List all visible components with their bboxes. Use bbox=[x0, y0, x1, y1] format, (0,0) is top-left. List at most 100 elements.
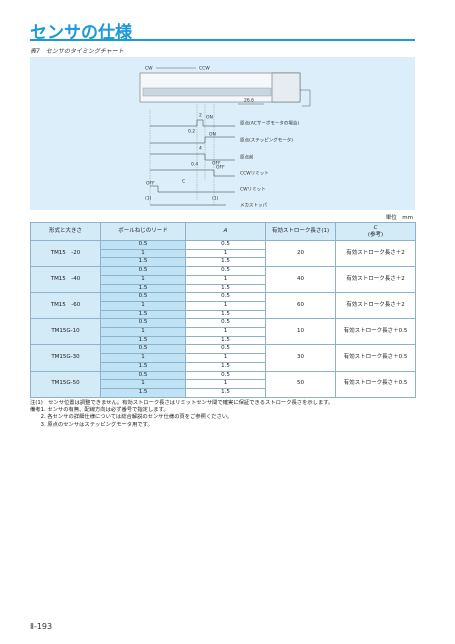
column-header: A bbox=[185, 222, 266, 241]
lead-cell: 1.5 bbox=[100, 257, 186, 268]
model-cell: TM15 -20 bbox=[30, 239, 101, 268]
unit: 単位 mm bbox=[385, 215, 413, 221]
lead-cell: 1.5 bbox=[100, 335, 186, 346]
note: 注(1) センサ位置は調整できません。有効ストローク長さはリミットセンサ間で確実… bbox=[30, 400, 334, 406]
table-row: TM15G-10 0.5 0.5 10 有効ストローク長さ＋0.5 bbox=[30, 318, 416, 346]
model-cell: TM15G-30 bbox=[30, 344, 101, 372]
lead-cell: 1 bbox=[100, 248, 186, 259]
a-cell: 1.5 bbox=[185, 335, 266, 346]
spec-table: 形式と大きさ ボールねじのリード A 有効ストローク長さ(1) C (参考) TM… bbox=[30, 222, 416, 398]
c-cell: 有効ストローク長さ＋2 bbox=[335, 292, 416, 320]
model-cell: TM15G-10 bbox=[30, 318, 101, 346]
note: 2. 各センサの詳細仕様については総合解説のセンサ仕様の頁をご参照ください。 bbox=[30, 414, 233, 421]
dimension: (1) bbox=[212, 196, 219, 202]
lead-cell: 0.5 bbox=[100, 344, 186, 355]
lead-cell: 1 bbox=[100, 300, 186, 311]
page-title: センサの仕様 bbox=[30, 23, 132, 43]
dimension: C bbox=[182, 179, 185, 185]
page-number: Ⅱ-193 bbox=[30, 622, 53, 631]
column-header: 形式と大きさ bbox=[30, 222, 101, 241]
table-row: TM15 -20 0.5 0.5 20 有効ストローク長さ＋2 bbox=[30, 239, 416, 268]
dimension: 0.4 bbox=[191, 162, 198, 168]
signal-name: メカストッパ bbox=[240, 203, 267, 209]
table-row: 1.5 1.5 bbox=[31, 387, 416, 398]
a-cell: 1 bbox=[185, 300, 266, 311]
a-cell: 1.5 bbox=[185, 387, 266, 398]
signal-state: ON bbox=[209, 132, 216, 138]
table-row: TM15 -40 0.5 0.5 40 有効ストローク長さ＋2 bbox=[30, 266, 416, 294]
notes: 注(1) センサ位置は調整できません。有効ストローク長さはリミットセンサ間で確実… bbox=[30, 400, 333, 429]
offset-label: 26.6 bbox=[244, 98, 254, 104]
a-cell: 1 bbox=[185, 327, 266, 337]
direction-cw: CW bbox=[145, 66, 153, 72]
signal-state: OFF bbox=[146, 181, 155, 187]
stroke-cell: 50 bbox=[265, 370, 336, 398]
a-cell: 0.5 bbox=[185, 240, 266, 250]
bracket bbox=[300, 89, 311, 107]
signal-state: OFF bbox=[212, 161, 221, 167]
lead-cell: 1.5 bbox=[100, 361, 186, 372]
lead-cell: 1 bbox=[100, 379, 186, 389]
lead-cell: 0.5 bbox=[100, 266, 186, 276]
a-cell: 0.5 bbox=[185, 266, 266, 276]
lead-cell: 1 bbox=[100, 353, 186, 363]
model-cell: TM15 -40 bbox=[30, 266, 101, 294]
lead-cell: 0.5 bbox=[100, 292, 186, 302]
lead-cell: 1 bbox=[100, 274, 186, 285]
column-header: 有効ストローク長さ(1) bbox=[265, 222, 336, 241]
motor bbox=[271, 72, 301, 103]
stroke-cell: 20 bbox=[265, 239, 336, 268]
model-cell: TM15G-50 bbox=[30, 370, 101, 398]
stroke-cell: 60 bbox=[265, 292, 336, 320]
direction-ccw: CCW bbox=[199, 66, 210, 72]
lead-cell: 0.5 bbox=[100, 318, 186, 329]
caption-title: センサのタイミングチャート bbox=[45, 48, 124, 55]
table-row: TM15G-30 0.5 0.5 30 有効ストローク長さ＋0.5 bbox=[30, 344, 416, 372]
signal-name: CCWリミット bbox=[240, 171, 269, 177]
rail bbox=[142, 87, 272, 97]
c-cell: 有効ストローク長さ＋0.5 bbox=[335, 370, 416, 398]
lead-cell: 1.5 bbox=[100, 309, 186, 320]
caption-number: 表7 bbox=[30, 48, 40, 55]
note: 備考1. センサの有無、配線方向は必ず番号で指定します。 bbox=[30, 407, 169, 414]
a-cell: 0.5 bbox=[185, 344, 266, 355]
a-cell: 1.5 bbox=[185, 283, 266, 294]
lead-cell: 1 bbox=[100, 327, 186, 337]
stroke-cell: 30 bbox=[265, 344, 336, 372]
a-cell: 1 bbox=[185, 274, 266, 285]
dimension: 2 bbox=[199, 113, 202, 119]
signal-name: 原点(ステッピングモータ) bbox=[240, 137, 293, 144]
a-cell: 1.5 bbox=[185, 361, 266, 372]
c-cell: 有効ストローク長さ＋0.5 bbox=[335, 344, 416, 372]
signals bbox=[150, 119, 235, 206]
lead-cell: 0.5 bbox=[100, 240, 186, 250]
a-cell: 0.5 bbox=[185, 292, 266, 302]
a-cell: 0.5 bbox=[185, 318, 266, 329]
model-cell: TM15 -60 bbox=[30, 292, 101, 320]
stroke-cell: 10 bbox=[265, 318, 336, 346]
c-cell: 有効ストローク長さ＋2 bbox=[335, 239, 416, 268]
a-cell: 1 bbox=[185, 379, 266, 389]
lead-cell: 1.5 bbox=[100, 387, 186, 398]
signal-name: 原点前 bbox=[240, 154, 254, 161]
note: 3. 原点のセンサはステッピングモータ用です。 bbox=[30, 421, 153, 428]
lead-cell: 1.5 bbox=[100, 283, 186, 294]
signal-name: 原点(ACサーボモータの場合) bbox=[240, 120, 299, 127]
column-header: ボールねじのリード bbox=[100, 222, 186, 241]
c-cell: 有効ストローク長さ＋2 bbox=[335, 266, 416, 294]
table-row: TM15 -60 0.5 0.5 60 有効ストローク長さ＋2 bbox=[30, 292, 416, 320]
dimension: 0.2 bbox=[188, 129, 195, 135]
stroke-cell: 40 bbox=[265, 266, 336, 294]
a-cell: 1.5 bbox=[185, 257, 266, 268]
column-header: C (参考) bbox=[335, 222, 416, 241]
column-note: (参考) bbox=[367, 231, 384, 238]
signal-state: ON bbox=[206, 115, 213, 121]
a-cell: 1 bbox=[185, 248, 266, 259]
table-row: TM15G-50 0.5 0.5 50 有効ストローク長さ＋0.5 bbox=[30, 370, 416, 398]
a-cell: 1 bbox=[185, 353, 266, 363]
a-cell: 1.5 bbox=[185, 309, 266, 320]
signal-name: CWリミット bbox=[240, 187, 266, 193]
a-cell: 0.5 bbox=[185, 370, 266, 381]
signal-state: OFF bbox=[216, 165, 225, 171]
